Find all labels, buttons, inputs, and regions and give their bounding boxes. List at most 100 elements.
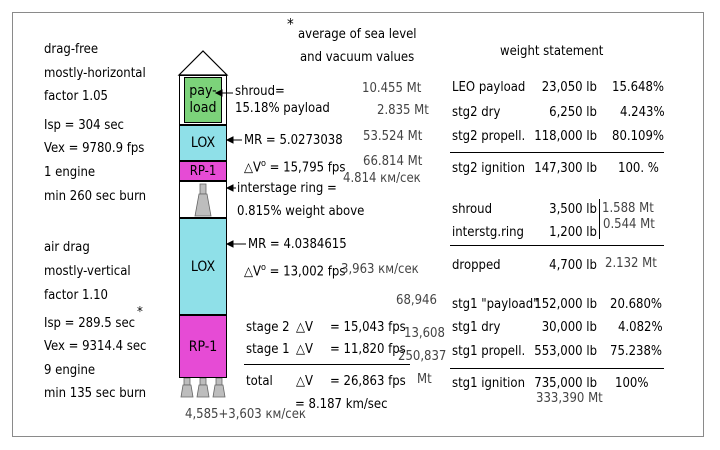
weight-statement-title: weight statement (500, 44, 604, 59)
stage1-label: stage 1 (246, 342, 290, 357)
total-dv-kms: = 8.187 km/sec (295, 397, 388, 412)
stage2-lox-tank: LOX (179, 125, 227, 161)
text-line: drag-free (44, 42, 99, 57)
delta-v-symbol: V (253, 160, 261, 176)
annotation: 2.835 Mt (377, 103, 429, 118)
annotation: 10.455 Mt (362, 81, 422, 96)
interstage-label: interstage ring = (237, 181, 337, 196)
row-pct: 4.243% (620, 105, 665, 120)
text-line: 9 engine (44, 363, 96, 378)
note-star: * (287, 15, 294, 33)
annotation: 4,585+3,603 км/сек (185, 407, 306, 422)
row-label: stg1 "payload" (452, 297, 539, 312)
annotation: 53.524 Mt (363, 129, 423, 144)
annotation: 3,963 км/сек (341, 262, 419, 277)
stg2-ignition-pct: 100. % (618, 161, 659, 176)
shroud-pct: 15.18% payload (235, 101, 330, 116)
stage2-engine-icon (194, 183, 212, 217)
annotation: 4.814 км/сек (343, 171, 421, 186)
stage1-divider (450, 368, 664, 369)
text-line: min 260 sec burn (44, 189, 147, 204)
delta-v-superscript: o (261, 159, 266, 169)
annotation: 1.588 Mt (602, 201, 654, 216)
text-line: Vex = 9780.9 fps (44, 141, 145, 156)
row-lb: 118,000 lb (534, 129, 597, 144)
interstage-pct: 0.815% weight above (237, 204, 365, 219)
row-lb: 23,050 lb (541, 80, 597, 95)
total-dv-row: △V (296, 374, 313, 390)
dropped-divider (450, 245, 664, 246)
payload-section: pay- load (184, 77, 222, 123)
stage2-label: stage 2 (246, 320, 290, 335)
row-label: stg1 dry (452, 320, 501, 335)
text-line: mostly-vertical (44, 264, 131, 279)
stage2-delta-v: △Vo = 15,795 fps (244, 156, 345, 176)
footnote-star: * (137, 305, 143, 320)
stage1-rp1-tank: RP-1 (179, 315, 227, 378)
row-lb: 3,500 lb (549, 202, 597, 217)
rp1-label: RP-1 (189, 163, 217, 179)
lox-label: LOX (190, 258, 216, 275)
stg2-ignition-label: stg2 ignition (452, 161, 525, 176)
text-line: 1 engine (44, 165, 96, 180)
delta-v-value: = 13,002 fps (265, 264, 346, 280)
row-label: shroud (452, 202, 493, 217)
row-lb: 152,000 lb (534, 297, 597, 312)
dropped-bracket (599, 199, 600, 239)
row-pct: 15.648% (612, 80, 665, 95)
text-line: mostly-horizontal (44, 66, 146, 81)
stage2-rp1-tank: RP-1 (179, 161, 227, 181)
lox-label: LOX (190, 135, 216, 151)
text-line: Isp = 289.5 sec (44, 316, 136, 331)
row-pct: 75.238% (610, 344, 663, 359)
shroud-label: shroud= (235, 84, 285, 99)
text-line: factor 1.05 (44, 89, 108, 104)
stage1-delta-v: △Vo = 13,002 fps (244, 260, 345, 280)
delta-v-value: = 15,795 fps (265, 160, 346, 176)
row-pct: 4.082% (618, 320, 663, 335)
row-lb: 1,200 lb (549, 225, 597, 240)
stage2-mass-ratio: MR = 5.0273038 (244, 133, 343, 148)
row-lb: 553,000 lb (534, 344, 597, 359)
rp1-label: RP-1 (188, 338, 218, 355)
stage1-dv-value: = 11,820 fps (330, 342, 406, 357)
text-line: factor 1.10 (44, 288, 108, 303)
annotation: 250,837 (398, 349, 447, 364)
dropped-label: dropped (452, 258, 501, 273)
note-line-2: and vacuum values (300, 50, 415, 65)
stage1-mass-ratio: MR = 4.0384615 (248, 237, 347, 252)
delta-icon: △ (296, 374, 305, 389)
annotation: 0.544 Mt (603, 217, 655, 232)
annotation: 333,390 Mt (536, 391, 603, 406)
stg1-ignition-pct: 100% (615, 376, 649, 391)
annotation: Mt (417, 372, 432, 387)
row-pct: 80.109% (612, 129, 665, 144)
stg1-ignition-label: stg1 ignition (452, 376, 525, 391)
payload-label: pay- load (189, 83, 217, 116)
stg1-ignition-lb: 735,000 lb (534, 376, 597, 391)
annotation: 13,608 (404, 326, 445, 341)
annotation: 68,946 (396, 293, 437, 308)
delta-v-symbol: V (305, 320, 313, 335)
diagram-frame (12, 12, 704, 437)
delta-icon: △ (296, 342, 305, 357)
row-label: LEO payload (452, 80, 526, 95)
delta-v-symbol: V (253, 264, 261, 280)
row-label: interstg.ring (452, 225, 524, 240)
total-dv-value: = 26,863 fps (330, 374, 406, 389)
delta-v-symbol: V (305, 342, 313, 357)
row-label: stg2 propell. (452, 129, 526, 144)
delta-v-superscript: o (261, 263, 266, 273)
stage1-engines-icon (180, 378, 226, 398)
row-lb: 30,000 lb (541, 320, 597, 335)
row-pct: 20.680% (610, 297, 663, 312)
delta-icon: △ (244, 160, 253, 176)
text-line: min 135 sec burn (44, 386, 147, 401)
row-label: stg1 propell. (452, 344, 526, 359)
delta-icon: △ (244, 264, 253, 280)
text-line: Vex = 9314.4 sec (44, 339, 147, 354)
stage2-dv-value: = 15,043 fps (330, 320, 406, 335)
text-line: Isp = 304 sec (44, 118, 124, 133)
note-line-1: average of sea level (298, 27, 417, 42)
